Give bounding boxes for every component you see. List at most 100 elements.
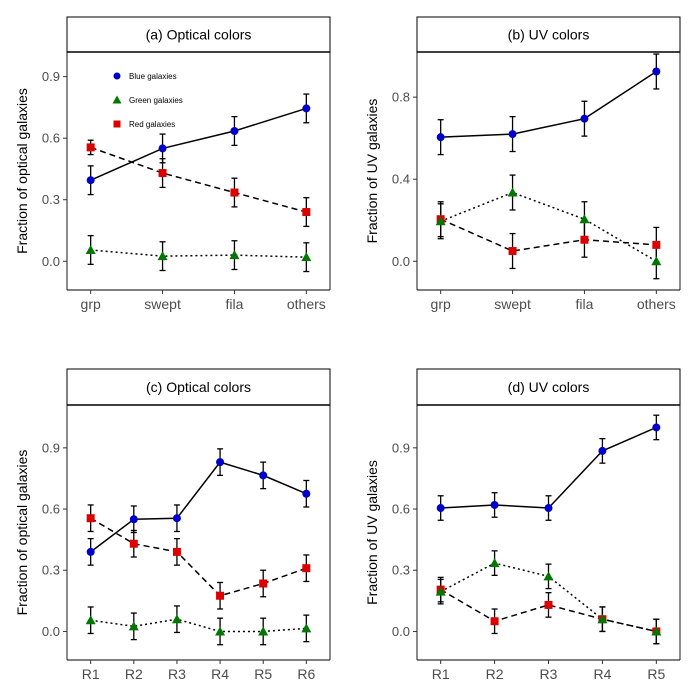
panel-2: (b) UV colors 0.0 0.4 0.8 grp swept fila others… <box>364 16 681 312</box>
x-tick-label: R2 <box>486 666 504 682</box>
legend-marker-red <box>113 120 121 128</box>
x-tick-label: R5 <box>254 666 272 682</box>
series-line <box>90 618 307 633</box>
panel-title: (a) Optical colors <box>146 27 252 43</box>
point-red <box>490 617 499 626</box>
point-red <box>302 564 311 573</box>
point-blue <box>490 500 499 509</box>
y-tick-label: 0.4 <box>392 172 410 187</box>
legend-marker-green <box>112 95 122 104</box>
series-line <box>90 461 307 553</box>
x-tick-label: R1 <box>82 666 100 682</box>
x-tick-label: R5 <box>647 666 665 682</box>
point-blue <box>436 133 445 142</box>
point-blue <box>158 144 167 153</box>
point-red <box>230 188 239 197</box>
x-tick-label: others <box>637 296 676 312</box>
panel-1: (a) Optical colors 0.0 0.3 0.6 0.9 grp swept fi… <box>14 16 331 312</box>
x-tick-label: grp <box>431 296 451 312</box>
point-red <box>86 143 95 152</box>
series-line <box>440 218 657 252</box>
x-tick-label: R2 <box>125 666 143 682</box>
y-tick-label: 0.6 <box>392 502 410 517</box>
x-tick-label: R4 <box>593 666 611 682</box>
point-red <box>580 235 589 244</box>
point-red <box>172 547 181 556</box>
panel-3: (c) Optical colors 0.0 0.3 0.6 0.9 R1 R2 R3 R4 R5… <box>14 368 331 682</box>
facet-strip <box>416 368 681 406</box>
point-blue <box>216 458 225 467</box>
y-tick-label: 0.0 <box>42 254 60 269</box>
point-green <box>507 187 518 197</box>
y-axis-label: Fraction of UV galaxies <box>364 460 380 605</box>
point-green <box>215 626 226 636</box>
series-line <box>90 146 307 213</box>
panel-4: (d) UV colors 0.0 0.3 0.6 0.9 R1 R2 R3 R4 R5 Fract… <box>364 368 681 682</box>
x-tick-label: swept <box>494 296 531 312</box>
y-tick-label: 0.9 <box>42 440 60 455</box>
point-red <box>129 539 138 548</box>
point-green <box>85 615 96 625</box>
point-green <box>171 614 182 624</box>
point-green <box>579 214 590 224</box>
series-line <box>90 249 307 258</box>
y-tick-label: 0.8 <box>392 90 410 105</box>
series-line <box>90 517 307 597</box>
x-tick-label: others <box>287 296 326 312</box>
point-green <box>597 614 608 624</box>
x-tick-label: R3 <box>540 666 558 682</box>
panel-title: (d) UV colors <box>508 379 590 395</box>
x-tick-label: fila <box>225 296 243 312</box>
point-green <box>543 571 554 581</box>
y-tick-label: 0.0 <box>42 624 60 639</box>
point-blue <box>86 547 95 556</box>
point-blue <box>652 423 661 432</box>
legend-marker-blue <box>113 72 121 80</box>
y-tick-label: 0.6 <box>42 502 60 517</box>
legend: Blue galaxies Green galaxies Red galaxies <box>112 72 183 129</box>
point-green <box>435 586 446 596</box>
x-tick-label: grp <box>81 296 101 312</box>
point-red <box>158 169 167 178</box>
y-tick-label: 0.0 <box>392 254 410 269</box>
point-green <box>85 244 96 254</box>
legend-label: Red galaxies <box>129 120 175 129</box>
point-green <box>229 250 240 260</box>
point-green <box>651 256 662 266</box>
point-blue <box>86 176 95 185</box>
point-blue <box>508 130 517 139</box>
facet-strip <box>416 16 681 53</box>
y-tick-label: 0.6 <box>42 131 60 146</box>
point-green <box>301 623 312 633</box>
point-red <box>259 579 268 588</box>
facet-strip <box>66 16 331 53</box>
y-axis-label: Fraction of optical galaxies <box>14 88 30 254</box>
y-tick-label: 0.3 <box>392 563 410 578</box>
facet-strip <box>66 368 331 406</box>
point-blue <box>259 471 268 480</box>
point-blue <box>598 446 607 455</box>
x-tick-label: R1 <box>432 666 450 682</box>
point-blue <box>129 515 138 524</box>
point-red <box>216 591 225 600</box>
panel-title: (b) UV colors <box>508 27 590 43</box>
point-blue <box>436 504 445 513</box>
panel-title: (c) Optical colors <box>146 379 251 395</box>
point-red <box>86 514 95 523</box>
x-tick-label: R3 <box>168 666 186 682</box>
y-tick-label: 0.9 <box>42 69 60 84</box>
legend-label: Green galaxies <box>129 96 183 105</box>
point-red <box>302 208 311 217</box>
x-tick-label: swept <box>144 296 181 312</box>
point-green <box>651 626 662 636</box>
point-blue <box>652 67 661 76</box>
y-axis-label: Fraction of UV galaxies <box>364 99 380 244</box>
point-blue <box>230 126 239 135</box>
point-green <box>157 251 168 261</box>
point-blue <box>580 114 589 123</box>
point-green <box>301 252 312 262</box>
point-blue <box>172 514 181 523</box>
series-line <box>90 107 307 181</box>
legend-label: Blue galaxies <box>129 72 177 81</box>
